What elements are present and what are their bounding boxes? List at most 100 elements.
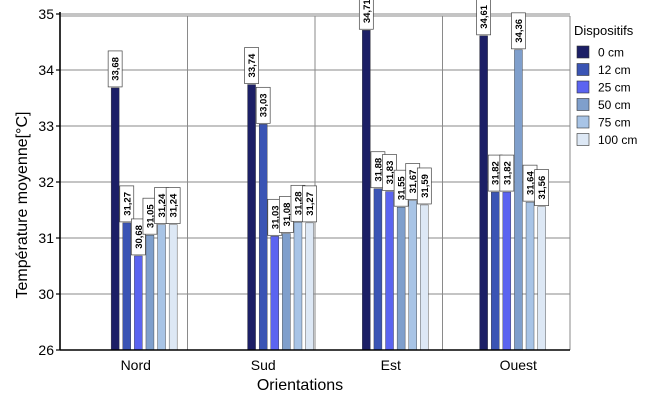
x-axis-title: Orientations — [257, 377, 343, 394]
y-axis-title: Température moyenne[°C] — [14, 112, 31, 299]
data-label-frame — [499, 154, 515, 192]
y-tick-label: 32 — [38, 174, 54, 190]
bar — [385, 191, 394, 351]
bar — [157, 224, 166, 351]
data-label: 31,56 — [537, 176, 548, 200]
bar — [282, 233, 291, 351]
y-tick-label: 34 — [38, 62, 54, 78]
axes: 26 30 31 32 33 34 35 Nord Sud Est Ouest — [38, 6, 570, 373]
data-label: 31,67 — [408, 170, 419, 194]
y-tick-label: 31 — [38, 230, 54, 246]
data-label: 31,05 — [145, 204, 156, 228]
bar — [537, 206, 546, 351]
x-tick-label: Est — [381, 357, 401, 373]
data-label: 31,88 — [373, 158, 384, 182]
data-label: 31,27 — [305, 192, 316, 216]
data-label-frame — [119, 185, 135, 223]
y-tick-label: 33 — [38, 118, 54, 134]
data-label: 34,36 — [514, 19, 525, 43]
y-tick-label: 30 — [38, 286, 54, 302]
bar — [145, 234, 155, 351]
data-label: 33,03 — [259, 93, 270, 117]
data-label-box: 31,24 — [165, 187, 181, 224]
data-label-frame — [416, 167, 432, 205]
bar — [134, 255, 143, 351]
data-label-frame — [131, 218, 146, 256]
data-label-box: 31,27 — [302, 185, 317, 223]
bar — [362, 30, 371, 351]
data-label-frame — [107, 50, 123, 88]
bar — [168, 224, 178, 351]
data-label-box: 33,03 — [255, 86, 271, 124]
bar — [247, 84, 256, 351]
data-label: 31,82 — [502, 161, 513, 185]
data-label-box: 31,82 — [499, 154, 515, 192]
data-label-box: 31,56 — [534, 169, 549, 206]
data-label: 31,27 — [122, 192, 133, 216]
data-label: 31,64 — [526, 171, 537, 195]
data-label: 31,24 — [157, 193, 168, 217]
y-tick-label: 35 — [38, 6, 54, 22]
x-tick-label: Nord — [121, 357, 151, 373]
data-label-box: 30,68 — [131, 218, 146, 256]
legend-label: 75 cm — [598, 116, 631, 130]
legend-swatch — [576, 133, 590, 146]
data-label: 31,55 — [397, 176, 408, 200]
data-label-box: 33,68 — [107, 50, 123, 88]
bar — [479, 35, 488, 351]
data-label-box: 31,27 — [119, 185, 135, 223]
bar — [258, 124, 268, 351]
bar — [110, 87, 120, 351]
legend-swatch — [576, 98, 590, 111]
data-label: 34,71 — [362, 0, 373, 23]
data-label: 33,68 — [111, 57, 122, 81]
data-label-frame — [302, 185, 317, 223]
data-label: 30,68 — [134, 225, 145, 249]
data-label-box: 34,71 — [358, 0, 374, 30]
data-label: 31,28 — [293, 191, 304, 215]
legend-title: Dispositifs — [574, 23, 634, 38]
bar — [502, 191, 512, 351]
data-label: 33,74 — [247, 53, 258, 77]
data-label-box: 34,61 — [476, 0, 491, 36]
data-label-frame — [244, 47, 259, 84]
legend: Dispositifs 0 cm 12 cm 25 cm 50 cm 75 cm 100 … — [574, 23, 637, 147]
bar — [122, 222, 131, 351]
legend-label: 0 cm — [598, 46, 624, 60]
bar — [293, 222, 303, 351]
data-label-box: 33,74 — [244, 47, 259, 84]
legend-swatch — [576, 45, 590, 59]
data-label: 31,59 — [420, 174, 431, 198]
legend-label: 25 cm — [598, 81, 631, 95]
data-label: 31,08 — [282, 203, 293, 227]
data-label-frame — [165, 187, 181, 224]
legend-swatch — [576, 115, 590, 129]
bar — [305, 222, 314, 351]
data-label-frame — [534, 169, 549, 206]
bar — [270, 236, 279, 351]
legend-label: 50 cm — [598, 98, 631, 112]
legend-swatch — [576, 63, 590, 76]
data-label-box: 31,59 — [416, 167, 432, 205]
y-tick-label: 26 — [38, 342, 54, 358]
data-label-box: 34,36 — [511, 12, 526, 50]
bar — [396, 206, 406, 351]
data-label-frame — [358, 0, 374, 30]
bar — [408, 200, 417, 351]
data-label: 31,83 — [385, 161, 396, 185]
bar — [420, 204, 429, 351]
legend-label: 100 cm — [598, 133, 637, 147]
bar — [491, 191, 500, 351]
legend-items: 0 cm 12 cm 25 cm 50 cm 75 cm 100 cm — [576, 45, 637, 147]
data-label-frame — [511, 12, 526, 50]
legend-swatch — [576, 80, 590, 94]
data-label: 31,82 — [491, 161, 502, 185]
legend-label: 12 cm — [598, 63, 631, 77]
data-label-frame — [255, 86, 271, 124]
x-tick-label: Sud — [251, 357, 276, 373]
data-label-frame — [476, 0, 491, 36]
data-label: 31,24 — [169, 193, 180, 217]
x-tick-label: Ouest — [500, 357, 537, 373]
